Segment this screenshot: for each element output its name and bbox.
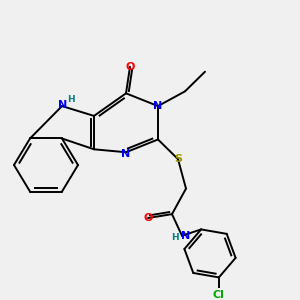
Text: N: N [58,100,68,110]
Text: N: N [182,231,190,241]
Text: H: H [171,233,179,242]
Text: H: H [67,95,75,104]
Text: N: N [122,149,130,159]
Text: N: N [153,101,163,111]
Text: S: S [174,154,182,164]
Text: Cl: Cl [213,290,225,300]
Text: O: O [125,62,135,72]
Text: O: O [143,213,153,223]
